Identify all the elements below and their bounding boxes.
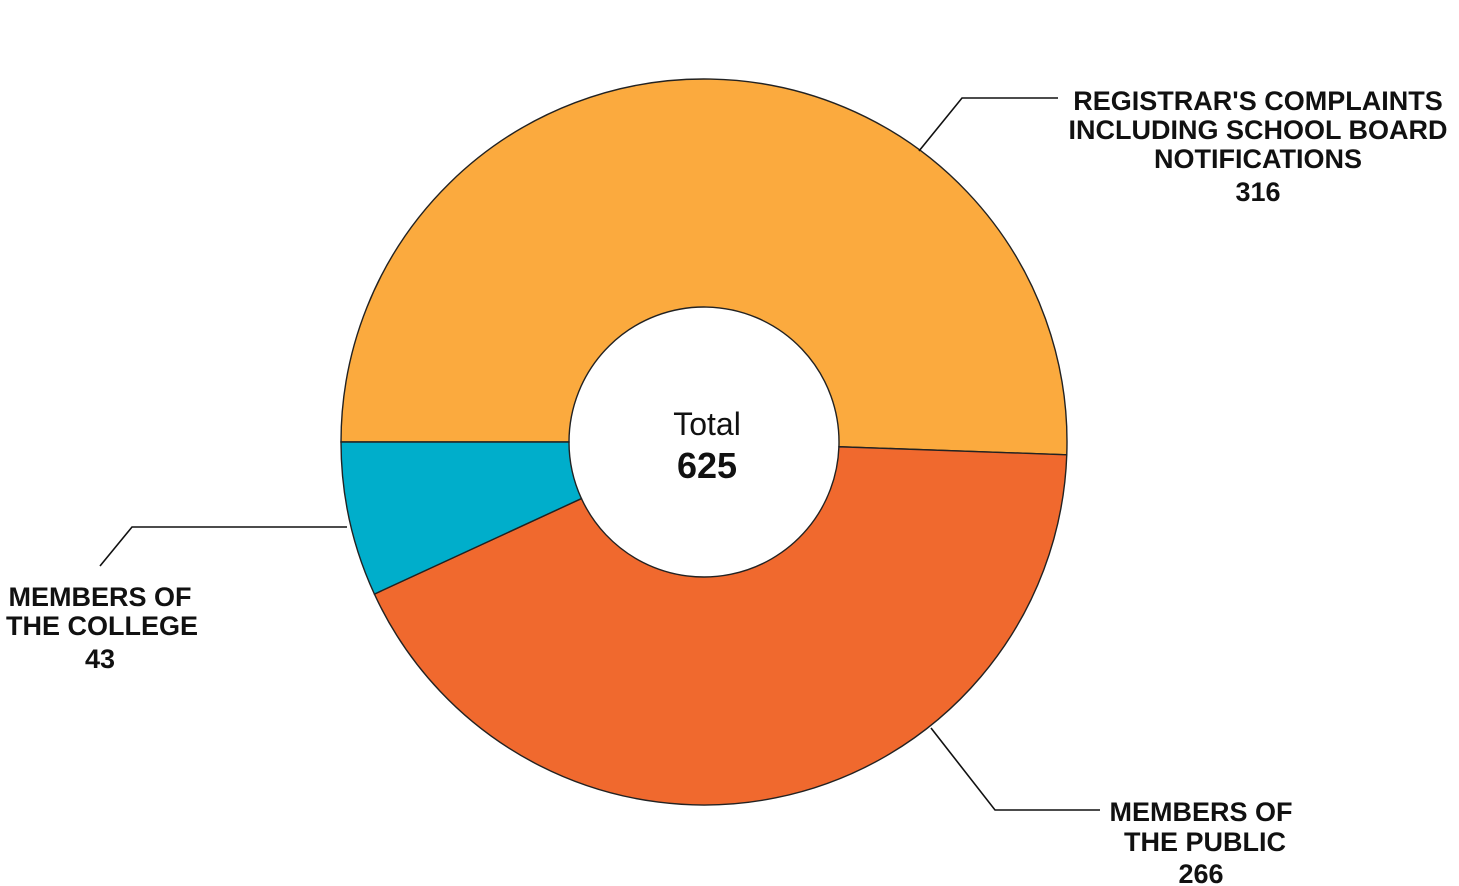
- callout-public: MEMBERS OF THE PUBLIC 266: [1109, 797, 1292, 886]
- slice-label-public-line-1: MEMBERS OF: [1109, 797, 1292, 827]
- slice-label-registrar-line-2: INCLUDING SCHOOL BOARD: [1068, 115, 1447, 145]
- callout-college: MEMBERS OF THE COLLEGE 43: [6, 582, 198, 674]
- callout-registrar: REGISTRAR'S COMPLAINTS INCLUDING SCHOOL …: [1068, 86, 1447, 207]
- slice-label-college-line-2: THE COLLEGE: [6, 611, 198, 641]
- slice-label-registrar-line-3: NOTIFICATIONS: [1154, 144, 1362, 174]
- center-total-value: 625: [677, 445, 737, 486]
- slice-value-college: 43: [85, 644, 115, 674]
- slice-public: [373, 446, 1068, 806]
- slice-label-college-line-1: MEMBERS OF: [8, 582, 191, 612]
- leader-line-registrar: [918, 97, 1058, 152]
- leader-line-group: [99, 97, 1100, 811]
- center-total-label: Total: [673, 406, 741, 442]
- slice-group: [340, 78, 1068, 806]
- slice-registrar: [340, 78, 1068, 456]
- slice-label-registrar-line-1: REGISTRAR'S COMPLAINTS: [1073, 86, 1442, 116]
- slice-college: [340, 441, 583, 596]
- leader-line-public: [930, 727, 1100, 811]
- slice-value-public: 266: [1178, 859, 1223, 886]
- slice-label-public-line-2: THE PUBLIC: [1124, 827, 1286, 857]
- leader-line-college: [99, 526, 347, 567]
- slice-value-registrar: 316: [1235, 177, 1280, 207]
